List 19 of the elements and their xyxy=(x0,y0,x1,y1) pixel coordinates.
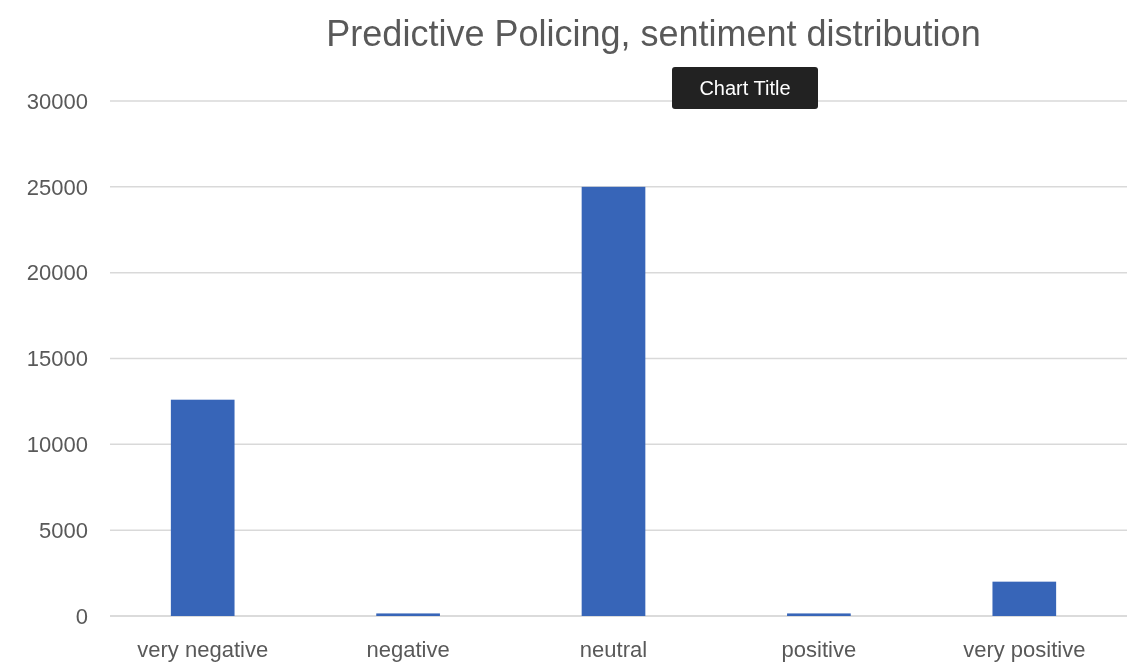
x-tick-label: neutral xyxy=(579,637,648,662)
y-tick-label: 0 xyxy=(75,603,88,629)
y-tick-label: 30000 xyxy=(26,88,88,114)
y-tick-label: 20000 xyxy=(26,260,88,286)
bar xyxy=(992,581,1057,616)
x-tick-label: positive xyxy=(781,637,857,662)
x-tick-label: very negative xyxy=(137,637,269,662)
bar xyxy=(376,613,440,616)
y-tick-label: 10000 xyxy=(26,432,88,458)
bar xyxy=(581,186,646,616)
y-tick-label: 15000 xyxy=(26,346,88,372)
bar xyxy=(170,399,235,616)
x-tick-label: very positive xyxy=(963,637,1086,662)
text: Chart Title xyxy=(699,77,791,99)
chart-title: Predictive Policing, sentiment distribution xyxy=(326,13,981,54)
y-tick-label: 25000 xyxy=(26,174,88,200)
bar xyxy=(787,613,851,616)
x-tick-label: negative xyxy=(366,637,450,662)
y-tick-label: 5000 xyxy=(39,517,88,543)
